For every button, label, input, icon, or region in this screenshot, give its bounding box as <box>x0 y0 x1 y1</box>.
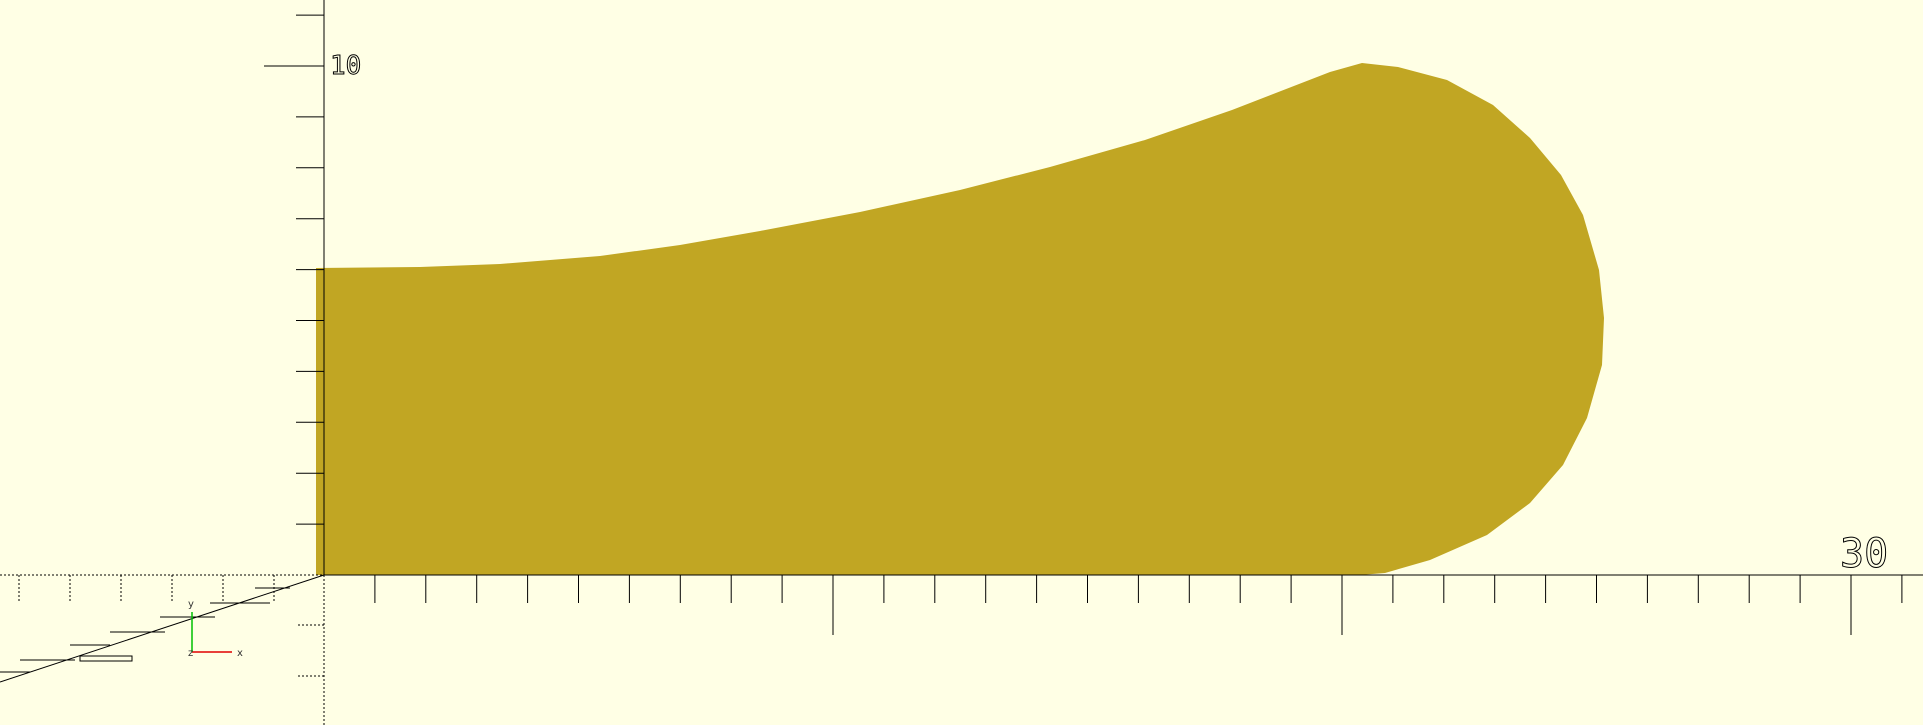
x-axis-negative <box>0 574 324 603</box>
gizmo-z-label: z <box>188 648 193 659</box>
y-axis <box>264 0 325 725</box>
gizmo-y-label: y <box>188 599 194 610</box>
gizmo-x-label: x <box>237 648 243 659</box>
z-axis <box>0 574 325 683</box>
model-shape[interactable] <box>316 63 1604 575</box>
y-axis-max-label: 10 <box>330 51 361 81</box>
x-axis-max-label: 30 <box>1840 531 1888 577</box>
orientation-gizmo: x y z <box>188 599 243 659</box>
x-axis <box>324 574 1923 635</box>
